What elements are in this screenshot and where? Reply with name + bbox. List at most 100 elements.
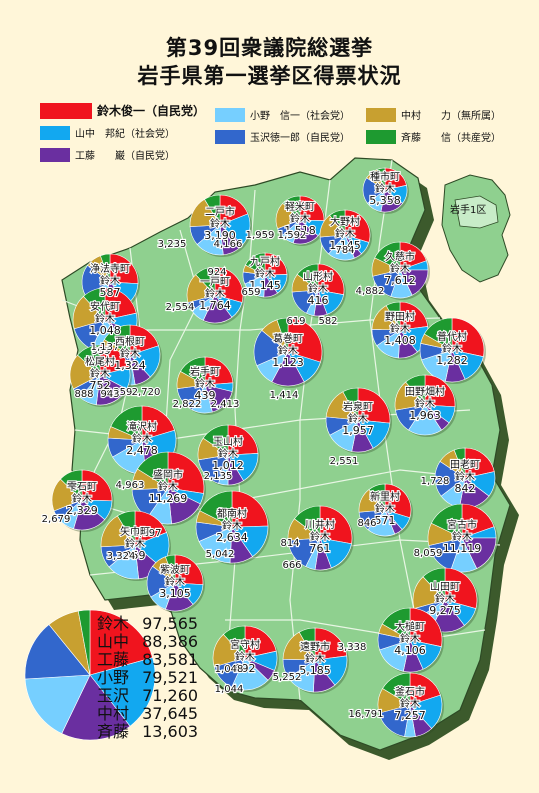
totals-pie-slice (89, 609, 154, 676)
municipality-pie-slice (223, 625, 246, 659)
municipality-pie-slice (317, 263, 345, 296)
municipality-pie-slice (77, 344, 101, 376)
municipality-pie-slice (244, 625, 277, 659)
municipality-other-votes: 619 (286, 316, 305, 327)
legend-swatch (366, 129, 396, 144)
legend-label: 小野 信一（社会党） (250, 111, 350, 122)
municipality-pie-slice (202, 424, 229, 456)
legend-saito: 斉藤 信（共産党） (366, 129, 501, 144)
municipality-pie-slice (180, 356, 206, 386)
municipality-name: 普代村 (437, 330, 467, 343)
municipality-candidate: 鈴木 (125, 537, 145, 550)
municipality-pie-slice (399, 301, 429, 331)
municipality-pie-slice (129, 324, 159, 356)
municipality-suzuki-votes: 2,478 (126, 444, 158, 457)
municipality-candidate: 鈴木 (415, 397, 435, 410)
municipality-other-votes: 2,413 (211, 399, 240, 410)
municipality-candidate: 鈴木 (308, 282, 328, 295)
municipality-other-votes: 659 (241, 287, 260, 298)
legend-kudo: 工藤 巌（自民党） (40, 147, 175, 162)
legend-nakamura: 中村 力（無所属） (366, 107, 501, 122)
municipality-pie-slice (109, 253, 139, 284)
municipality-name: 盛岡市 (153, 468, 183, 481)
municipality-other-votes: 2,554 (166, 302, 195, 313)
municipality-pie-slice (174, 554, 204, 585)
municipality-pie-slice (451, 317, 485, 358)
totals-pie-slice (77, 609, 91, 676)
municipality-suzuki-votes: 1,123 (272, 356, 304, 369)
municipality-candidate: 鈴木 (90, 367, 110, 380)
municipality-pie-slice (141, 405, 175, 441)
legend-yamanaka: 山中 邦紀（社会党） (40, 125, 175, 140)
municipality-suzuki-votes: 5,358 (369, 194, 401, 207)
municipality-other-votes: 34,797 (127, 528, 162, 539)
map-title-line2: 岩手県第一選挙区得票状況 (137, 64, 402, 88)
municipality-pie-slice (231, 490, 269, 528)
municipality-other-votes: 1,137 (91, 342, 120, 353)
municipality-name: 玉山村 (213, 435, 243, 448)
municipality-candidate: 鈴木 (455, 470, 475, 483)
legend-swatch (215, 107, 245, 122)
municipality-name: 松尾村 (85, 355, 115, 368)
municipality-suzuki-votes: 587 (100, 286, 121, 299)
municipality-name: 山形村 (303, 270, 333, 283)
totals-pie (24, 609, 156, 741)
municipality-suzuki-votes: 3,190 (204, 229, 236, 242)
municipality-pie-slice (299, 195, 325, 221)
municipality-suzuki-votes: 1,408 (384, 334, 416, 347)
municipality-candidate: 鈴木 (210, 217, 230, 230)
municipality-other-votes: 846 (357, 518, 376, 529)
municipality-pie-slice (204, 194, 221, 227)
total-name: 工藤 (97, 650, 130, 669)
municipality-suzuki-votes: 1,518 (284, 224, 316, 237)
municipality-other-votes: 582 (318, 316, 337, 327)
municipality-candidate: 鈴木 (158, 480, 178, 493)
municipality-name: 山田町 (430, 581, 460, 593)
municipality-pie-slice (382, 672, 411, 706)
municipality-name: 一戸町 (200, 276, 230, 288)
municipality-suzuki-votes: 2,329 (66, 504, 98, 517)
total-name: 斉藤 (97, 722, 130, 741)
legend-label: 鈴木俊一（自民党） (97, 104, 206, 118)
municipality-pie-slice (434, 461, 466, 497)
municipality-suzuki-votes: 1,764 (199, 299, 231, 312)
legend-swatch (40, 125, 70, 140)
totals-pie-slice (24, 674, 91, 734)
municipality-candidate: 鈴木 (348, 412, 368, 425)
municipality-candidate: 鈴木 (255, 267, 275, 280)
municipality-pie-slice (424, 374, 456, 408)
municipality-name: 紫波町 (160, 563, 190, 576)
municipality-other-votes: 1,592 (278, 230, 307, 241)
total-name: 鈴木 (97, 614, 130, 633)
municipality-pie-slice (244, 252, 266, 276)
municipality-pie-slice (117, 510, 136, 547)
municipality-pie-slice (103, 324, 131, 356)
municipality-other-votes: 16,791 (349, 709, 384, 720)
total-votes: 97,565 (142, 614, 199, 633)
total-votes: 79,521 (142, 668, 199, 687)
municipality-pie-slice (195, 266, 216, 296)
municipality-candidate: 鈴木 (235, 650, 255, 663)
municipality-candidate: 鈴木 (390, 262, 410, 275)
total-name: 山中 (97, 632, 130, 651)
legend-tamazawa: 玉沢徳一郎（自民党） (215, 129, 350, 144)
municipality-pie-slice (422, 567, 446, 601)
total-votes: 83,581 (142, 650, 199, 669)
municipality-pie-slice (381, 607, 411, 641)
municipality-name: 滝沢村 (127, 420, 157, 433)
municipality-pie-slice (231, 657, 269, 691)
municipality-candidate: 鈴木 (100, 274, 120, 287)
municipality-candidate: 鈴木 (375, 502, 395, 515)
municipality-candidate: 鈴木 (278, 344, 298, 357)
municipality-name: 釜石市 (395, 685, 425, 698)
inset-map-iwate (441, 174, 511, 283)
municipality-suzuki-votes: 9,275 (429, 604, 461, 617)
municipality-pie-slice (167, 451, 205, 494)
municipality-pie-slice (104, 287, 137, 321)
municipality-suzuki-votes: 692 (235, 662, 256, 675)
total-name: 中村 (97, 704, 130, 723)
total-name: 玉沢 (97, 686, 130, 705)
municipality-name: 岩手町 (190, 365, 220, 378)
legend-ono: 小野 信一（社会党） (215, 107, 350, 122)
